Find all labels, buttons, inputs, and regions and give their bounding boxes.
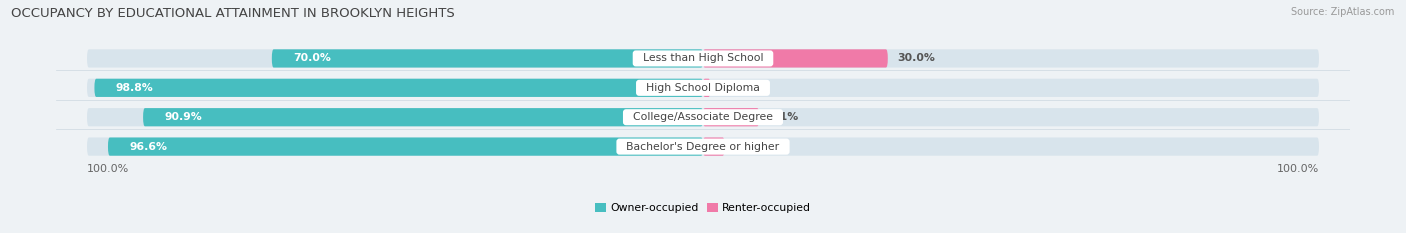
Text: Less than High School: Less than High School	[636, 53, 770, 63]
Text: High School Diploma: High School Diploma	[640, 83, 766, 93]
FancyBboxPatch shape	[94, 79, 703, 97]
Text: 98.8%: 98.8%	[115, 83, 153, 93]
Text: 96.6%: 96.6%	[129, 142, 167, 152]
Text: College/Associate Degree: College/Associate Degree	[626, 112, 780, 122]
FancyBboxPatch shape	[703, 108, 759, 126]
FancyBboxPatch shape	[143, 108, 703, 126]
FancyBboxPatch shape	[703, 49, 887, 68]
Legend: Owner-occupied, Renter-occupied: Owner-occupied, Renter-occupied	[591, 198, 815, 217]
Text: 70.0%: 70.0%	[294, 53, 332, 63]
FancyBboxPatch shape	[87, 79, 1319, 97]
Text: OCCUPANCY BY EDUCATIONAL ATTAINMENT IN BROOKLYN HEIGHTS: OCCUPANCY BY EDUCATIONAL ATTAINMENT IN B…	[11, 7, 456, 20]
FancyBboxPatch shape	[108, 137, 703, 156]
FancyBboxPatch shape	[271, 49, 703, 68]
Text: 100.0%: 100.0%	[1277, 164, 1319, 174]
FancyBboxPatch shape	[87, 49, 1319, 68]
Text: 3.5%: 3.5%	[734, 142, 765, 152]
Text: 90.9%: 90.9%	[165, 112, 202, 122]
FancyBboxPatch shape	[87, 137, 1319, 156]
Text: Source: ZipAtlas.com: Source: ZipAtlas.com	[1291, 7, 1395, 17]
FancyBboxPatch shape	[703, 79, 710, 97]
Text: 30.0%: 30.0%	[897, 53, 935, 63]
FancyBboxPatch shape	[703, 137, 724, 156]
Text: 9.1%: 9.1%	[768, 112, 799, 122]
FancyBboxPatch shape	[87, 108, 1319, 126]
Text: 100.0%: 100.0%	[87, 164, 129, 174]
Text: Bachelor's Degree or higher: Bachelor's Degree or higher	[620, 142, 786, 152]
Text: 1.2%: 1.2%	[720, 83, 749, 93]
